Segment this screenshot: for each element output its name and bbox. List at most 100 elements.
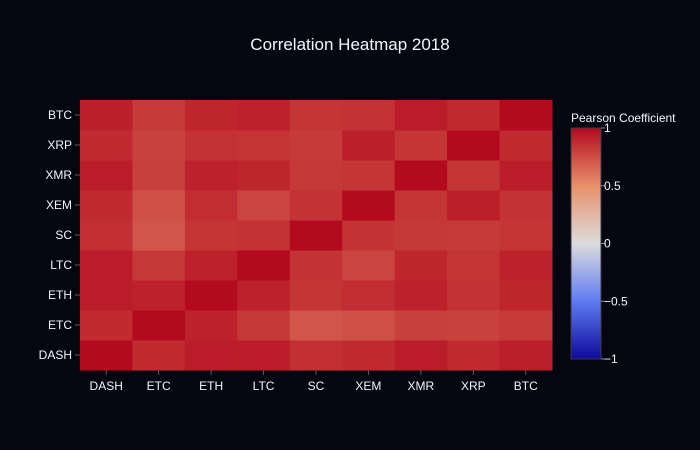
heatmap-cell [447, 160, 501, 191]
x-tick-label: LTC [253, 379, 275, 393]
heatmap-cell [447, 100, 501, 131]
colorbar-tick-label: −1 [604, 352, 618, 366]
heatmap-cell [184, 220, 238, 251]
heatmap-cell [237, 280, 291, 311]
colorbar-ticks: 1 0.5 0 −0.5 −1 [601, 121, 628, 366]
heatmap-cell [132, 160, 186, 191]
heatmap-cell [132, 220, 186, 251]
heatmap-cell [237, 190, 291, 221]
colorbar-tick-label: 0.5 [604, 179, 621, 193]
heatmap-cell [237, 310, 291, 341]
heatmap-cell [289, 160, 343, 191]
heatmap-cell [184, 280, 238, 311]
heatmap-cell [394, 280, 448, 311]
colorbar: Pearson Coefficient 1 0.5 0 −0.5 −1 [570, 111, 676, 366]
heatmap-cell [342, 190, 396, 221]
x-tick-label: XMR [408, 379, 435, 393]
y-tick-label: XMR [45, 168, 72, 182]
heatmap-cell [184, 100, 238, 131]
x-tick-label: ETH [199, 379, 223, 393]
heatmap-cell [342, 220, 396, 251]
y-tick-label: DASH [39, 348, 72, 362]
y-tick-label: SC [55, 228, 72, 242]
heatmap-cell [499, 130, 553, 161]
heatmap-cell [132, 100, 186, 131]
heatmap-cell [394, 310, 448, 341]
x-tick-label: BTC [514, 379, 538, 393]
heatmap-cell [184, 340, 238, 371]
x-tick-label: ETC [147, 379, 171, 393]
heatmap-cell [184, 190, 238, 221]
x-tick-label: XRP [461, 379, 486, 393]
heatmap-cell [289, 220, 343, 251]
heatmap-cell [499, 100, 553, 131]
heatmap-cell [132, 250, 186, 281]
heatmap-cell [394, 190, 448, 221]
heatmap-cell [394, 130, 448, 161]
heatmap-cell [447, 250, 501, 281]
heatmap-cell [289, 130, 343, 161]
heatmap-cell [342, 100, 396, 131]
heatmap-cell [394, 250, 448, 281]
heatmap-cell [80, 310, 133, 341]
colorbar-title: Pearson Coefficient [571, 111, 676, 125]
x-axis: DASH ETC ETH LTC SC XEM XMR XRP BTC [90, 370, 538, 393]
heatmap-cell [342, 340, 396, 371]
heatmap-cell [499, 310, 553, 341]
colorbar-gradient [570, 127, 602, 360]
heatmap-cell [289, 100, 343, 131]
y-axis: DASH ETC ETH LTC SC XEM XMR XRP BTC [39, 108, 80, 362]
heatmap-cell [184, 250, 238, 281]
heatmap-cell [237, 160, 291, 191]
heatmap-cell [132, 190, 186, 221]
y-tick-label: LTC [50, 258, 72, 272]
heatmap-cell [80, 250, 133, 281]
x-tick-label: SC [308, 379, 325, 393]
heatmap-cell [499, 160, 553, 191]
heatmap-cell [289, 310, 343, 341]
heatmap-cell [499, 250, 553, 281]
heatmap-cell [447, 130, 501, 161]
heatmap-cell [289, 280, 343, 311]
heatmap-cell [499, 220, 553, 251]
heatmap-cell [132, 310, 186, 341]
heatmap-cell [132, 340, 186, 371]
heatmap-cell [80, 100, 133, 131]
heatmap-cell [394, 220, 448, 251]
heatmap-cell [184, 310, 238, 341]
heatmap-cell [237, 220, 291, 251]
heatmap-cell [237, 340, 291, 371]
heatmap-cell [80, 220, 133, 251]
heatmap-cell [499, 280, 553, 311]
heatmap-cell [237, 100, 291, 131]
heatmap-cell [289, 340, 343, 371]
heatmap-cell [80, 190, 133, 221]
heatmap-cell [184, 130, 238, 161]
heatmap-cell [342, 160, 396, 191]
heatmap-cell [447, 220, 501, 251]
heatmap-cell [80, 340, 133, 371]
heatmap-cell [289, 250, 343, 281]
y-tick-label: XEM [46, 198, 72, 212]
heatmap-cell [342, 310, 396, 341]
heatmap-cell [394, 160, 448, 191]
x-tick-label: XEM [355, 379, 381, 393]
heatmap-cell [394, 340, 448, 371]
heatmap-cells [80, 100, 553, 371]
heatmap-cell [132, 280, 186, 311]
heatmap-cell [289, 190, 343, 221]
heatmap-cell [342, 280, 396, 311]
heatmap-cell [80, 280, 133, 311]
y-tick-label: XRP [47, 138, 72, 152]
heatmap-cell [447, 310, 501, 341]
x-tick-label: DASH [90, 379, 123, 393]
heatmap-cell [447, 280, 501, 311]
y-tick-label: ETH [48, 288, 72, 302]
heatmap-cell [237, 250, 291, 281]
heatmap-cell [447, 340, 501, 371]
heatmap-cell [394, 100, 448, 131]
heatmap-cell [132, 130, 186, 161]
y-tick-label: ETC [48, 318, 72, 332]
heatmap-cell [80, 130, 133, 161]
heatmap-cell [80, 160, 133, 191]
